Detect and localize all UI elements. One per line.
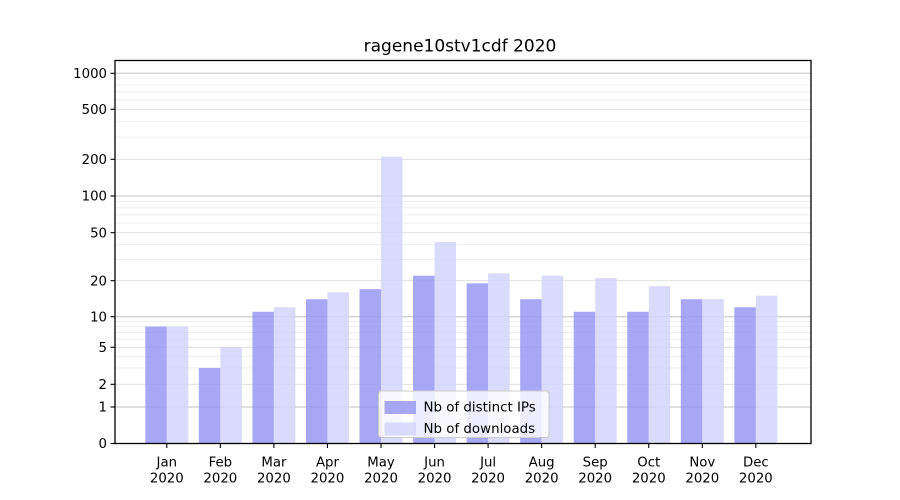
chart-title: ragene10stv1cdf 2020 [364, 37, 557, 57]
x-tick-year-nov: 2020 [685, 472, 719, 487]
y-tick-label-200: 200 [82, 153, 107, 168]
x-tick-label-may: May [367, 456, 395, 471]
y-tick-label-1: 1 [99, 401, 107, 416]
x-tick-label-aug: Aug [529, 456, 555, 471]
y-tick-label-500: 500 [82, 103, 107, 118]
legend-swatch-distinct-ips [384, 401, 416, 414]
x-tick-year-oct: 2020 [632, 472, 666, 487]
y-tick-label-0: 0 [99, 437, 107, 452]
x-tick-label-jul: Jul [479, 456, 496, 471]
x-tick-year-apr: 2020 [311, 472, 345, 487]
bar-distinct-ips-feb [198, 367, 221, 444]
y-tick-label-10: 10 [90, 310, 107, 325]
bar-downloads-jan [166, 326, 189, 444]
y-tick-label-1000: 1000 [73, 67, 107, 82]
bar-downloads-feb [220, 347, 242, 444]
y-tick-label-20: 20 [90, 274, 107, 289]
bar-distinct-ips-nov [680, 299, 703, 444]
legend-swatch-downloads [384, 422, 416, 436]
legend-label-downloads: Nb of downloads [424, 422, 536, 437]
bar-downloads-may [381, 156, 403, 444]
legend-box [378, 390, 550, 438]
x-tick-year-jul: 2020 [471, 472, 505, 487]
y-tick-label-50: 50 [90, 226, 107, 241]
y-tick-label-100: 100 [82, 190, 107, 205]
bar-downloads-mar [273, 307, 296, 444]
bar-distinct-ips-may [359, 289, 381, 444]
legend-label-distinct-ips: Nb of distinct IPs [424, 401, 536, 416]
x-tick-year-jun: 2020 [418, 472, 452, 487]
x-tick-label-mar: Mar [261, 456, 287, 471]
x-tick-year-jan: 2020 [150, 472, 184, 487]
bar-distinct-ips-mar [252, 311, 274, 444]
x-tick-year-feb: 2020 [203, 472, 237, 487]
x-tick-label-dec: Dec [743, 456, 769, 471]
x-tick-year-dec: 2020 [739, 472, 773, 487]
bar-downloads-dec [755, 295, 778, 444]
bar-downloads-oct [648, 286, 671, 444]
bar-distinct-ips-sep [573, 311, 596, 444]
legend: Nb of distinct IPs Nb of downloads [378, 390, 550, 438]
x-tick-year-mar: 2020 [257, 472, 291, 487]
bar-distinct-ips-oct [627, 311, 649, 444]
bar-downloads-nov [702, 299, 724, 444]
x-tick-label-feb: Feb [209, 456, 233, 471]
x-tick-label-jun: Jun [423, 456, 445, 471]
x-tick-year-may: 2020 [364, 472, 398, 487]
plot-border [114, 59, 812, 445]
x-tick-label-sep: Sep [583, 456, 608, 471]
x-tick-year-sep: 2020 [578, 472, 612, 487]
x-tick-year-aug: 2020 [525, 472, 559, 487]
x-tick-label-nov: Nov [689, 456, 715, 471]
bar-distinct-ips-apr [305, 299, 328, 444]
bar-distinct-ips-dec [734, 307, 756, 444]
bar-downloads-sep [595, 278, 617, 444]
x-tick-label-jan: Jan [156, 456, 178, 471]
bar-distinct-ips-jan [145, 326, 167, 444]
y-tick-label-5: 5 [99, 341, 107, 356]
x-tick-label-oct: Oct [637, 456, 660, 471]
x-tick-label-apr: Apr [316, 456, 340, 471]
y-tick-label-2: 2 [99, 378, 107, 393]
bar-downloads-apr [327, 292, 349, 444]
